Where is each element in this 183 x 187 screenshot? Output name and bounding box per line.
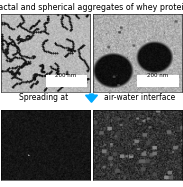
Text: 200 nm: 200 nm: [55, 73, 77, 78]
Bar: [46, 75, 87, 87]
Text: Fractal and spherical aggregates of whey proteins: Fractal and spherical aggregates of whey…: [0, 3, 183, 12]
Text: air-water interface: air-water interface: [104, 93, 175, 102]
Text: 200 nm: 200 nm: [147, 73, 169, 78]
Bar: [137, 75, 178, 87]
Text: Spreading at: Spreading at: [19, 93, 68, 102]
